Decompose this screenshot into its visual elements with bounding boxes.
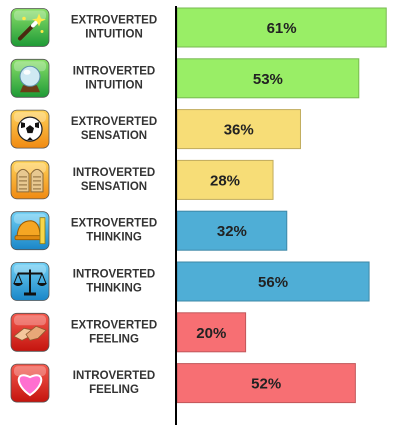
category-label: INTROVERTED FEELING	[73, 370, 155, 396]
category-label-line2: FEELING	[89, 384, 139, 396]
category-label-line1: INTROVERTED	[73, 269, 155, 281]
category-label: EXTROVERTED INTUITION	[71, 15, 157, 41]
bar	[176, 109, 301, 150]
category-label-line1: EXTROVERTED	[71, 319, 157, 331]
balance-scale-icon	[10, 262, 50, 301]
value-label: 53%	[253, 71, 283, 88]
category-label: EXTROVERTED THINKING	[71, 218, 157, 244]
category-label-line2: SENSATION	[81, 130, 147, 142]
bar	[176, 312, 247, 353]
value-label: 52%	[251, 376, 281, 393]
category-label-line2: INTUITION	[85, 79, 143, 91]
category-label-line1: EXTROVERTED	[71, 116, 157, 128]
category-label-line1: INTROVERTED	[73, 370, 155, 382]
category-label-line2: INTUITION	[85, 29, 143, 41]
category-label-line2: THINKING	[86, 232, 142, 244]
magic-wand-icon	[10, 8, 50, 47]
category-label: INTROVERTED INTUITION	[73, 65, 155, 91]
bar	[176, 363, 356, 404]
bar	[176, 159, 274, 200]
category-label: INTROVERTED THINKING	[73, 269, 155, 295]
category-label-line1: INTROVERTED	[73, 167, 155, 179]
category-label-line2: SENSATION	[81, 181, 147, 193]
category-label-line1: EXTROVERTED	[71, 218, 157, 230]
stone-tablets-icon	[10, 160, 50, 200]
category-label: EXTROVERTED FEELING	[71, 319, 157, 345]
bar	[176, 58, 360, 99]
bar	[176, 7, 387, 48]
value-label: 32%	[217, 223, 247, 240]
category-label: INTROVERTED SENSATION	[73, 167, 155, 193]
category-label: EXTROVERTED SENSATION	[71, 116, 157, 142]
hard-hat-ruler-icon	[10, 211, 50, 251]
bar	[176, 210, 288, 251]
value-label: 28%	[210, 172, 240, 189]
crystal-ball-icon	[10, 58, 50, 98]
soccer-ball-icon	[10, 109, 50, 149]
value-label: 56%	[258, 274, 288, 291]
value-label: 61%	[267, 20, 297, 37]
handshake-icon	[10, 312, 50, 352]
value-label: 36%	[224, 122, 254, 139]
heart-icon	[10, 363, 50, 403]
value-label: 20%	[196, 325, 226, 342]
category-label-line1: INTROVERTED	[73, 65, 155, 77]
category-label-line1: EXTROVERTED	[71, 15, 157, 27]
category-label-line2: THINKING	[86, 283, 142, 295]
category-label-line2: FEELING	[89, 333, 139, 345]
bar	[176, 261, 370, 302]
